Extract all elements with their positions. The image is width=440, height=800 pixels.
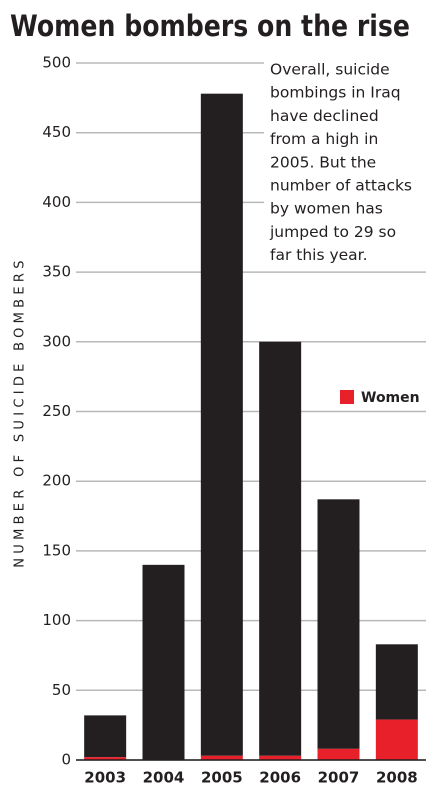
y-tick-label: 200 [42, 472, 71, 490]
annotation-bg [264, 55, 434, 270]
annotation: Overall, suicide [270, 61, 390, 79]
bar-segment [84, 757, 127, 760]
annotation: have declined [270, 107, 379, 125]
annotation: 2005. But the [270, 153, 376, 171]
chart-title: Women bombers on the rise [10, 9, 410, 43]
bar-segment [375, 644, 418, 720]
bar-segment [317, 748, 360, 760]
bar-segment [317, 499, 360, 749]
y-tick-label: 450 [42, 123, 71, 141]
y-tick-label: 250 [42, 402, 71, 420]
y-axis-label: NUMBER OF SUICIDE BOMBERS [13, 256, 28, 568]
bar-segment [84, 715, 127, 758]
y-tick-label: 100 [42, 611, 71, 629]
x-tick-label: 2003 [84, 769, 126, 787]
legend-label: Women [361, 390, 420, 406]
y-tick-label: 0 [61, 751, 71, 769]
annotation: jumped to 29 so [269, 223, 396, 241]
y-tick-label: 350 [42, 263, 71, 281]
bar-segment [200, 755, 243, 760]
bar-segment [259, 755, 302, 760]
annotation: far this year. [270, 246, 368, 264]
x-tick-label: 2004 [143, 769, 185, 787]
bar-segment [259, 341, 302, 756]
x-tick-label: 2006 [259, 769, 301, 787]
y-tick-label: 50 [52, 681, 71, 699]
legend-swatch [340, 390, 354, 404]
annotation: from a high in [270, 130, 378, 148]
x-tick-label: 2005 [201, 769, 243, 787]
y-tick-label: 300 [42, 332, 71, 350]
annotation: by women has [270, 200, 383, 218]
y-tick-label: 150 [42, 541, 71, 559]
bar-segment [200, 93, 243, 756]
y-tick-label: 500 [42, 54, 71, 72]
bar-segment [142, 564, 185, 760]
annotation: number of attacks [270, 177, 412, 195]
y-tick-label: 400 [42, 193, 71, 211]
x-tick-label: 2008 [376, 769, 418, 787]
annotation: bombings in Iraq [270, 84, 401, 102]
x-tick-label: 2007 [318, 769, 360, 787]
bar-segment [375, 719, 418, 760]
